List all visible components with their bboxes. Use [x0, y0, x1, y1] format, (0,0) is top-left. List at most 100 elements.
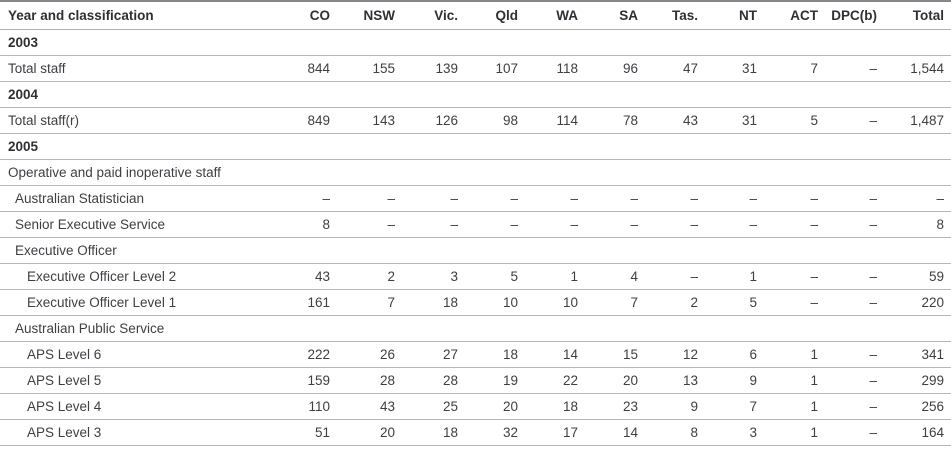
value-cell-act: 1	[764, 419, 825, 446]
value-cell-dpc-b: –	[825, 367, 884, 394]
value-cell-dpc-b: –	[825, 107, 884, 134]
row-label: APS Level 4	[0, 393, 272, 420]
value-cell-sa: 14	[585, 419, 645, 446]
column-header-dpc-b: DPC(b)	[825, 1, 884, 30]
value-cell-vic	[402, 133, 465, 160]
value-cell-nt	[705, 133, 764, 160]
row-label: APS Level 3	[0, 419, 272, 446]
value-cell-qld: 19	[465, 367, 525, 394]
value-cell-wa	[525, 81, 585, 108]
value-cell-wa	[525, 133, 585, 160]
value-cell-nt: 31	[705, 55, 764, 82]
table-row: 2005	[0, 133, 951, 160]
value-cell-sa: 96	[585, 55, 645, 82]
row-label: Australian Statistician	[0, 185, 272, 212]
value-cell-tas: 13	[645, 367, 705, 394]
value-cell-nsw	[337, 133, 402, 160]
value-cell-co	[272, 315, 337, 342]
value-cell-qld: 98	[465, 107, 525, 134]
value-cell-nt	[705, 159, 764, 186]
value-cell-qld: 20	[465, 393, 525, 420]
value-cell-act	[764, 81, 825, 108]
value-cell-dpc-b: –	[825, 419, 884, 446]
value-cell-tas	[645, 237, 705, 264]
value-cell-co: 8	[272, 211, 337, 238]
value-cell-co: 43	[272, 263, 337, 290]
value-cell-vic: 28	[402, 367, 465, 394]
value-cell-vic: 18	[402, 419, 465, 446]
value-cell-nt: 9	[705, 367, 764, 394]
value-cell-qld: 18	[465, 341, 525, 368]
value-cell-vic	[402, 237, 465, 264]
value-cell-vic: 27	[402, 341, 465, 368]
column-header-total: Total	[884, 1, 951, 30]
value-cell-wa: 10	[525, 289, 585, 316]
value-cell-co: 51	[272, 419, 337, 446]
value-cell-qld	[465, 81, 525, 108]
value-cell-act: –	[764, 263, 825, 290]
value-cell-dpc-b	[825, 159, 884, 186]
value-cell-act	[764, 133, 825, 160]
value-cell-vic: –	[402, 211, 465, 238]
column-header-nsw: NSW	[337, 1, 402, 30]
value-cell-nsw: –	[337, 211, 402, 238]
table-row: Total staff(r) 849 143 126 98 114 78 43 31 5–1,48…	[0, 107, 951, 134]
value-cell-nt	[705, 237, 764, 264]
value-cell-vic: 139	[402, 55, 465, 82]
value-cell-dpc-b	[825, 133, 884, 160]
value-cell-total: 1,544	[884, 55, 951, 82]
value-cell-co	[272, 159, 337, 186]
row-label: APS Level 5	[0, 367, 272, 394]
value-cell-sa	[585, 81, 645, 108]
value-cell-vic: 126	[402, 107, 465, 134]
table-row: Executive Officer Level 1 161 7 18 10 10 7 2 5– –…	[0, 289, 951, 316]
value-cell-total: 1,487	[884, 107, 951, 134]
value-cell-nsw	[337, 159, 402, 186]
value-cell-nt: 1	[705, 263, 764, 290]
value-cell-total: 256	[884, 393, 951, 420]
value-cell-nt: 5	[705, 289, 764, 316]
value-cell-tas	[645, 315, 705, 342]
row-label: 2004	[0, 81, 272, 108]
column-header-wa: WA	[525, 1, 585, 30]
value-cell-wa: 18	[525, 393, 585, 420]
row-label: Operative and paid inoperative staff	[0, 159, 272, 186]
value-cell-co	[272, 237, 337, 264]
value-cell-co	[272, 29, 337, 56]
table-header: Year and classification CO NSW Vic. Qld WA SA T…	[0, 1, 951, 30]
value-cell-act	[764, 159, 825, 186]
value-cell-qld	[465, 29, 525, 56]
table-row: 2003	[0, 29, 951, 56]
value-cell-total	[884, 29, 951, 56]
value-cell-total: 299	[884, 367, 951, 394]
value-cell-dpc-b: –	[825, 289, 884, 316]
value-cell-total	[884, 315, 951, 342]
value-cell-nt: 31	[705, 107, 764, 134]
value-cell-tas: 8	[645, 419, 705, 446]
value-cell-act: 7	[764, 55, 825, 82]
value-cell-qld	[465, 237, 525, 264]
value-cell-wa	[525, 29, 585, 56]
value-cell-wa: 1	[525, 263, 585, 290]
value-cell-tas: 12	[645, 341, 705, 368]
row-label: APS Level 6	[0, 341, 272, 368]
column-header-tas: Tas.	[645, 1, 705, 30]
value-cell-dpc-b: –	[825, 393, 884, 420]
table-row: Executive Officer	[0, 237, 951, 264]
value-cell-qld: –	[465, 185, 525, 212]
value-cell-act: 1	[764, 393, 825, 420]
value-cell-act	[764, 315, 825, 342]
value-cell-dpc-b	[825, 237, 884, 264]
value-cell-co	[272, 133, 337, 160]
value-cell-vic	[402, 29, 465, 56]
value-cell-total	[884, 159, 951, 186]
value-cell-nsw: 28	[337, 367, 402, 394]
value-cell-sa: 7	[585, 289, 645, 316]
value-cell-vic	[402, 315, 465, 342]
value-cell-tas: –	[645, 211, 705, 238]
value-cell-act: –	[764, 185, 825, 212]
value-cell-wa: 22	[525, 367, 585, 394]
table-body: 2003 Total staff 844 155 139 107 118 96 47 31 7–1,…	[0, 29, 951, 446]
value-cell-qld: –	[465, 211, 525, 238]
